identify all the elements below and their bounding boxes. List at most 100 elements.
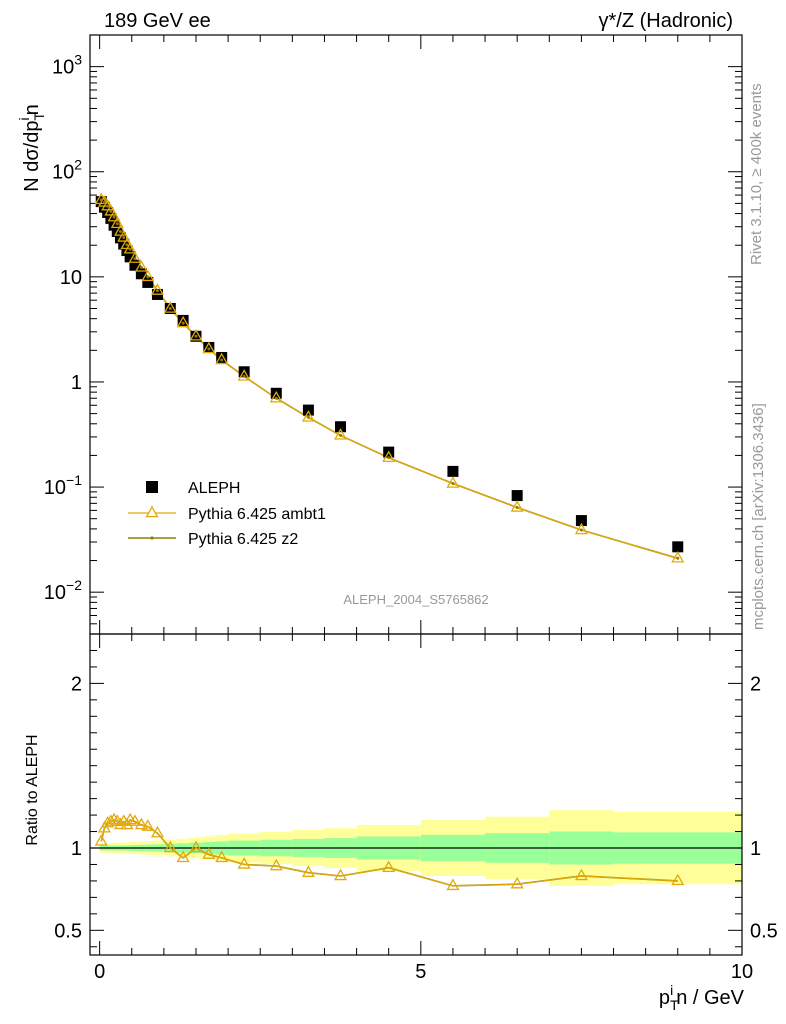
z2-point bbox=[220, 358, 224, 362]
z2-point bbox=[106, 204, 110, 208]
x-axis-title: pTi n / GeV bbox=[659, 982, 745, 1013]
ratio-frame bbox=[89, 633, 743, 956]
ambt1-point bbox=[141, 269, 155, 282]
aleph-data-point bbox=[105, 212, 117, 224]
ambt1-point bbox=[114, 224, 128, 236]
aleph-data-point bbox=[203, 341, 215, 353]
legend: ALEPH Pythia 6.425 ambt1 Pythia 6.425 z2 bbox=[128, 480, 326, 548]
svg-text:pTin / GeV: pTi n / GeV bbox=[659, 982, 745, 1013]
ambt1-point bbox=[215, 352, 229, 365]
x-tick-label: 10 bbox=[731, 961, 753, 983]
ratio-ambt1-point bbox=[510, 876, 524, 889]
ratio-ambt1-point bbox=[134, 817, 148, 830]
ambt1-point bbox=[176, 315, 190, 328]
aleph-data-point bbox=[238, 366, 250, 378]
main-panel: 10−2 10−1 1 10 102 103 ALEPH Pythia 6.425 ambt1… bbox=[44, 34, 743, 955]
ambt1-point bbox=[104, 204, 118, 216]
ratio-ambt1-point bbox=[334, 868, 348, 881]
aleph-data-point bbox=[335, 421, 347, 433]
y-tick-label: 1 bbox=[71, 372, 82, 394]
aleph-data-point bbox=[511, 490, 523, 502]
z2-point bbox=[99, 198, 103, 202]
analysis-watermark: ALEPH_2004_S5765862 bbox=[343, 592, 488, 607]
ratio-ambt1-point bbox=[215, 850, 229, 863]
ratio-ambt1-point bbox=[446, 878, 460, 891]
ambt1-point bbox=[446, 476, 460, 488]
z2-point bbox=[579, 528, 583, 532]
ratio-ambt1-point bbox=[269, 858, 283, 871]
legend-label: ALEPH bbox=[188, 480, 240, 497]
y-tick-label: 102 bbox=[52, 157, 82, 184]
z2-point bbox=[194, 334, 198, 338]
aleph-data-point bbox=[672, 541, 684, 553]
ratio-y-tick-label-right: 2 bbox=[750, 673, 761, 695]
y-tick-label: 10−1 bbox=[44, 472, 82, 499]
ratio-y-tick-label-right: 0.5 bbox=[750, 920, 778, 942]
z2-point bbox=[122, 235, 126, 239]
z2-point bbox=[306, 415, 310, 419]
aleph-data-point bbox=[102, 206, 114, 218]
aleph-data-point bbox=[575, 515, 587, 527]
ratio-ambt1-point bbox=[94, 834, 108, 846]
y-tick-label: 10−2 bbox=[44, 577, 82, 604]
ambt1-point bbox=[510, 500, 524, 512]
ratio-ambt1-point bbox=[141, 819, 155, 831]
z2-point bbox=[139, 265, 143, 269]
x-tick-label: 0 bbox=[94, 961, 105, 983]
ambt1-point bbox=[301, 410, 315, 422]
ratio-ambt1-point bbox=[107, 812, 121, 825]
z2-point bbox=[155, 289, 159, 293]
ratio-panel: 0 5 10 0.5 0.5 1 1 2 2 bbox=[54, 633, 778, 983]
z2-point bbox=[168, 306, 172, 310]
mcplots-label: mcplots.cern.ch [arXiv:1306.3436] bbox=[750, 403, 767, 630]
ambt1-point bbox=[123, 241, 137, 254]
ambt1-point bbox=[189, 328, 203, 341]
rivet-version-label: Rivet 3.1.10, ≥ 400k events bbox=[748, 83, 765, 265]
ambt1-point bbox=[382, 450, 396, 463]
ratio-y-tick-label-right: 1 bbox=[750, 838, 761, 860]
ambt1-point bbox=[117, 230, 131, 242]
ratio-ambt1-point bbox=[301, 865, 315, 877]
z2-point bbox=[102, 200, 106, 204]
ambt1-point bbox=[671, 550, 685, 563]
ratio-ambt1-point bbox=[128, 814, 142, 826]
ambt1-point bbox=[202, 341, 216, 354]
aleph-data-point bbox=[124, 251, 136, 263]
ratio-ambt1-point bbox=[101, 815, 115, 828]
ratio-ylabel: Ratio to ALEPH bbox=[24, 734, 41, 845]
ratio-y-tick-label: 1 bbox=[71, 838, 82, 860]
main-ylabel: N dσ/dpTin bbox=[16, 104, 47, 192]
aleph-data-point bbox=[129, 259, 141, 271]
ambt1-point bbox=[107, 209, 121, 222]
ratio-ambt1-point bbox=[189, 840, 203, 853]
ratio-ambt1-point bbox=[114, 817, 128, 830]
z2-point bbox=[112, 215, 116, 219]
ratio-ambt1-point bbox=[574, 868, 588, 881]
ratio-ambt1-point bbox=[150, 825, 164, 838]
z2-point bbox=[515, 505, 519, 509]
ratio-y-tick-label: 2 bbox=[71, 673, 82, 695]
legend-ambt1-marker bbox=[145, 505, 159, 518]
x-tick-label: 5 bbox=[415, 961, 426, 983]
ambt1-point bbox=[269, 390, 283, 403]
aleph-data-point bbox=[216, 351, 228, 363]
chart-title-right: γ*/Z (Hadronic) bbox=[599, 10, 733, 32]
z2-point bbox=[109, 209, 113, 213]
y-tick-label: 10 bbox=[60, 267, 82, 289]
ambt1-point bbox=[150, 283, 164, 295]
svg-text:N dσ/dpTin: N dσ/dpTin bbox=[16, 104, 47, 192]
ratio-ambt1-point bbox=[671, 873, 685, 886]
ratio-ambt1-point bbox=[202, 847, 216, 859]
z2-point bbox=[676, 556, 680, 560]
z2-point bbox=[181, 321, 185, 325]
z2-point bbox=[339, 433, 343, 437]
legend-z2-marker bbox=[150, 536, 154, 540]
aleph-data-point bbox=[121, 245, 133, 257]
ambt1-point bbox=[237, 369, 251, 381]
z2-point bbox=[119, 230, 123, 234]
ratio-line-ambt1 bbox=[100, 819, 678, 887]
ambt1-point bbox=[110, 216, 124, 229]
ratio-ambt1-point bbox=[176, 850, 190, 863]
z2-point bbox=[125, 243, 129, 247]
